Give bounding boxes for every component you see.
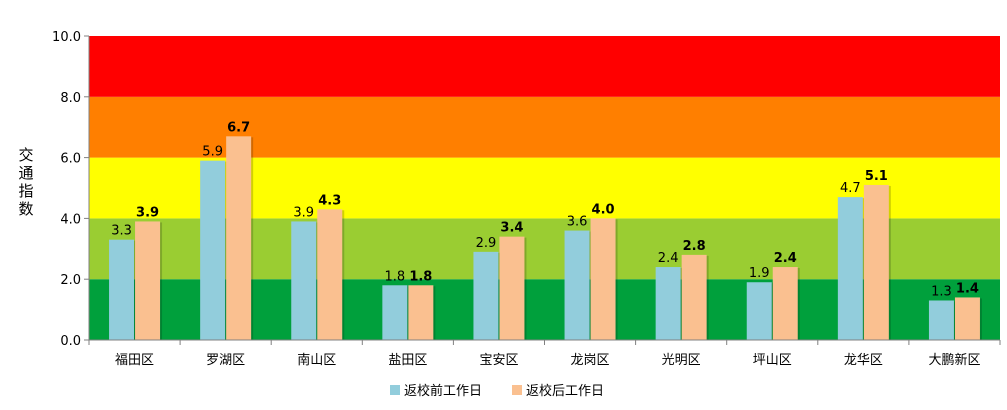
data-label-after: 5.1 [865,169,888,184]
data-labels-group: 3.3 3.9 5.9 6.7 3.9 4.3 1.8 1.8 2.93.4 3.6 4.0 2.4 2… [111,120,979,299]
y-axis-label-char: 交 [18,146,33,164]
data-label-after: 6.7 [227,120,250,135]
bars-group [109,136,982,340]
bar-before [382,285,408,340]
data-label-before: 2.4 [658,251,679,266]
legend-label: 返校前工作日 [404,383,482,399]
y-tick-label: 0.0 [60,334,81,349]
legend-swatch [512,385,522,395]
data-label-before: 3.9 [293,205,314,220]
category-label: 龙岗区 [571,353,610,368]
category-label: 宝安区 [479,353,518,368]
y-axis-label: 交通指数 [18,146,33,218]
bar-before [564,230,590,340]
data-label-before: 1.3 [931,284,952,299]
category-label: 大鹏新区 [928,352,980,368]
category-label: 福田区 [115,353,154,368]
category-label: 盐田区 [388,353,427,368]
bar-after [408,285,434,340]
bar-after [954,297,980,340]
y-axis-label-char: 数 [18,200,33,218]
bar-before [746,282,772,340]
legend-swatch [390,385,400,395]
data-label-before: 1.8 [385,269,406,284]
y-tick-label: 4.0 [60,212,81,227]
y-tick-label: 8.0 [60,91,81,106]
bar-after [863,184,889,340]
bar-before [200,160,226,340]
category-label: 罗湖区 [206,353,245,368]
category-label: 龙华区 [844,353,883,368]
axes-group: 0.0 2.0 4.0 6.0 8.0 10.0 福田区 罗湖区 南山区 盐田区 宝安区 龙岗区 光明区… [52,30,1001,368]
y-axis-label-char: 通 [18,164,33,182]
data-label-after: 3.4 [500,221,523,236]
data-label-after: 2.4 [774,251,797,266]
bar-before [928,300,954,340]
bar-before [291,221,317,340]
data-label-after: 3.9 [136,205,159,220]
data-label-after: 4.0 [592,202,615,217]
data-label-before: 2.9 [476,236,497,251]
data-label-before: 5.9 [202,145,223,160]
data-label-after: 1.4 [956,281,979,296]
data-label-after: 2.8 [683,239,706,254]
bar-after [226,136,252,340]
bar-after [499,236,525,340]
data-label-before: 4.7 [840,181,861,196]
y-tick-label: 6.0 [60,152,81,167]
bar-before [837,197,863,340]
category-label: 光明区 [662,353,701,368]
bar-after [681,254,707,340]
category-label: 坪山区 [753,353,792,368]
y-axis-label-char: 指 [18,182,33,200]
band-3 [89,96,1000,158]
y-tick-label: 10.0 [52,30,81,45]
category-label: 南山区 [297,352,336,368]
data-label-after: 1.8 [409,269,432,284]
legend: 返校前工作日 返校后工作日 [390,383,604,399]
bar-after [135,221,161,340]
bar-before [109,239,135,340]
data-label-before: 3.6 [567,215,588,230]
bar-after [772,267,798,340]
legend-label: 返校后工作日 [526,383,604,399]
bar-after [317,209,343,340]
y-tick-label: 2.0 [60,273,81,288]
data-label-after: 4.3 [318,193,341,208]
data-label-before: 1.9 [749,266,770,281]
bar-after [590,218,616,340]
data-label-before: 3.3 [111,224,132,239]
bar-before [473,251,499,340]
bar-before [655,267,681,340]
band-4 [89,36,1000,97]
